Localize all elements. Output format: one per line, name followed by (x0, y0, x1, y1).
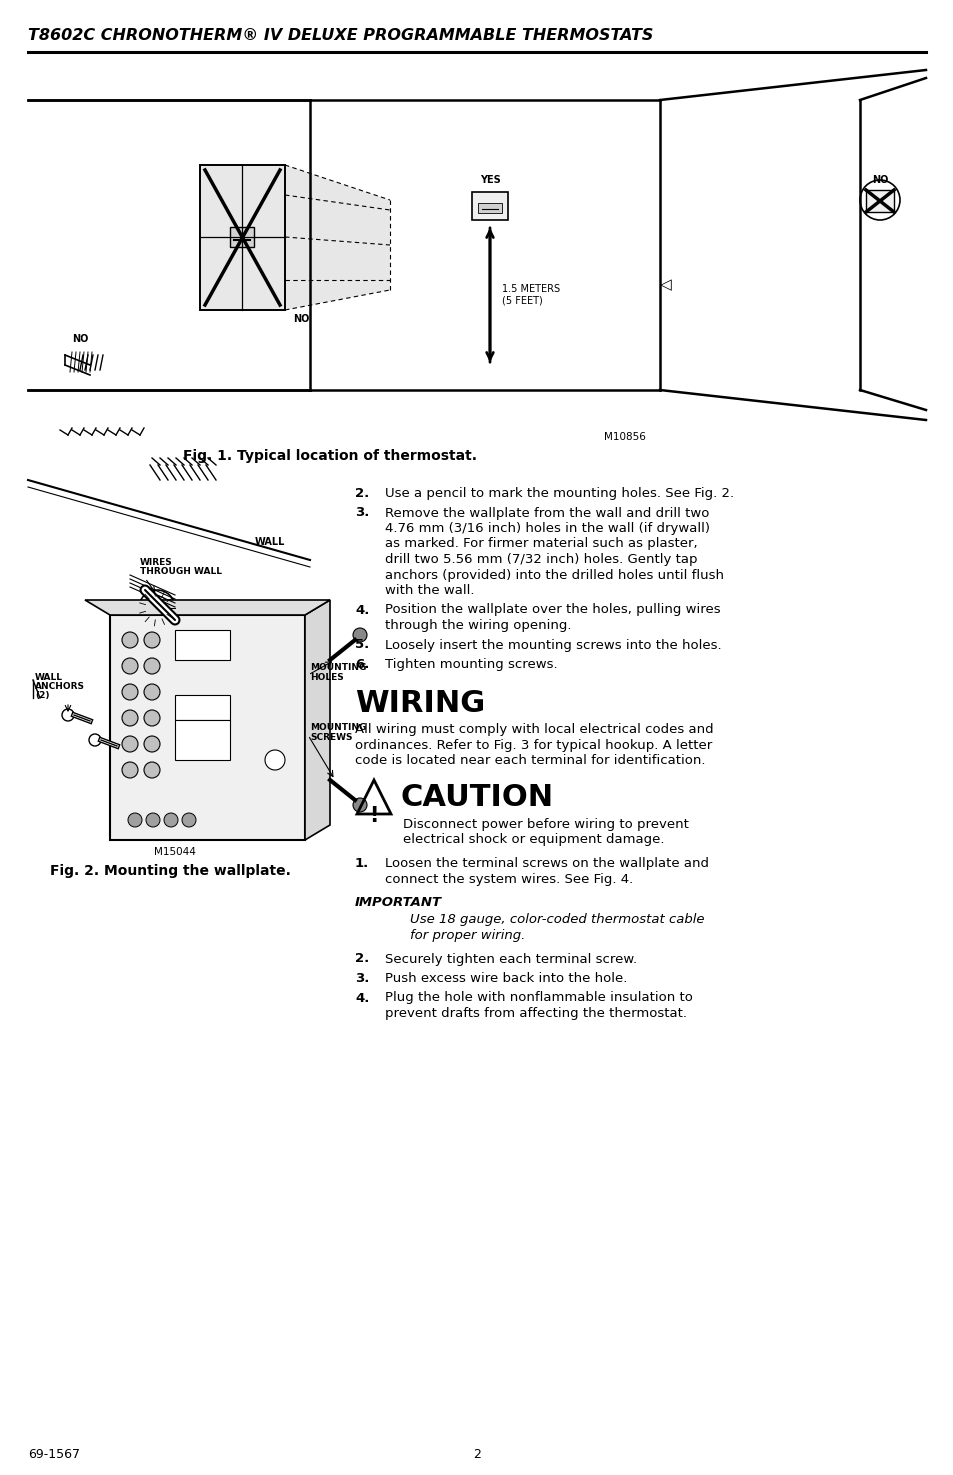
Text: SCREWS: SCREWS (310, 733, 352, 742)
Polygon shape (285, 165, 390, 310)
Bar (174, 630, 230, 659)
Circle shape (144, 658, 160, 674)
Text: 4.: 4. (355, 991, 369, 1004)
Text: NO: NO (71, 333, 88, 344)
Text: 4.: 4. (355, 603, 369, 617)
Text: Fig. 2. Mounting the wallplate.: Fig. 2. Mounting the wallplate. (50, 864, 290, 878)
Circle shape (144, 709, 160, 726)
Text: 3.: 3. (355, 972, 369, 985)
Bar (174, 720, 230, 760)
Text: with the wall.: with the wall. (385, 584, 474, 597)
Text: WALL: WALL (254, 537, 285, 547)
Circle shape (128, 813, 142, 827)
Text: WALL: WALL (35, 673, 63, 681)
Text: Loosen the terminal screws on the wallplate and: Loosen the terminal screws on the wallpl… (385, 857, 708, 870)
Text: NO: NO (293, 314, 309, 324)
Circle shape (265, 749, 285, 770)
Text: Use 18 gauge, color-coded thermostat cable: Use 18 gauge, color-coded thermostat cab… (410, 913, 703, 926)
Text: YES: YES (479, 176, 500, 184)
Text: ◁: ◁ (659, 277, 671, 292)
Text: MOUNTING: MOUNTING (310, 662, 366, 673)
Text: M15044: M15044 (153, 847, 195, 857)
Text: as marked. For firmer material such as plaster,: as marked. For firmer material such as p… (385, 537, 697, 550)
Text: 69-1567: 69-1567 (28, 1448, 80, 1462)
Text: 6.: 6. (355, 658, 369, 671)
Bar (174, 695, 230, 720)
Polygon shape (85, 600, 330, 615)
Bar (477, 204, 501, 212)
Text: prevent drafts from affecting the thermostat.: prevent drafts from affecting the thermo… (385, 1007, 686, 1021)
Text: drill two 5.56 mm (7/32 inch) holes. Gently tap: drill two 5.56 mm (7/32 inch) holes. Gen… (385, 553, 697, 566)
Text: 1.5 METERS
(5 FEET): 1.5 METERS (5 FEET) (501, 285, 559, 305)
Circle shape (122, 631, 138, 648)
Text: Securely tighten each terminal screw.: Securely tighten each terminal screw. (385, 953, 637, 966)
Circle shape (122, 709, 138, 726)
Text: 4.76 mm (3/16 inch) holes in the wall (if drywall): 4.76 mm (3/16 inch) holes in the wall (i… (385, 522, 709, 535)
Circle shape (62, 709, 74, 721)
Circle shape (122, 684, 138, 701)
Text: 2.: 2. (355, 953, 369, 966)
Bar (200, 165, 285, 310)
Text: code is located near each terminal for identification.: code is located near each terminal for i… (355, 755, 705, 767)
Polygon shape (110, 615, 305, 839)
Text: 2: 2 (473, 1448, 480, 1462)
Text: for proper wiring.: for proper wiring. (410, 929, 525, 943)
Text: HOLES: HOLES (310, 673, 343, 681)
Text: 2.: 2. (355, 487, 369, 500)
Text: Push excess wire back into the hole.: Push excess wire back into the hole. (385, 972, 627, 985)
Text: 3.: 3. (355, 506, 369, 519)
Circle shape (182, 813, 195, 827)
Circle shape (122, 658, 138, 674)
Circle shape (353, 798, 367, 813)
Text: THROUGH WALL: THROUGH WALL (140, 566, 222, 577)
Text: electrical shock or equipment damage.: electrical shock or equipment damage. (402, 833, 664, 847)
Text: Disconnect power before wiring to prevent: Disconnect power before wiring to preven… (402, 819, 688, 830)
Text: Loosely insert the mounting screws into the holes.: Loosely insert the mounting screws into … (385, 639, 720, 652)
Text: M10856: M10856 (603, 432, 645, 442)
Text: WIRES: WIRES (140, 558, 172, 566)
Text: Use a pencil to mark the mounting holes. See Fig. 2.: Use a pencil to mark the mounting holes.… (385, 487, 734, 500)
Circle shape (144, 684, 160, 701)
Text: Position the wallplate over the holes, pulling wires: Position the wallplate over the holes, p… (385, 603, 720, 617)
Text: Tighten mounting screws.: Tighten mounting screws. (385, 658, 558, 671)
Polygon shape (305, 600, 330, 839)
Text: Fig. 1. Typical location of thermostat.: Fig. 1. Typical location of thermostat. (183, 448, 476, 463)
Circle shape (146, 813, 160, 827)
Text: IMPORTANT: IMPORTANT (355, 895, 441, 909)
Bar (865, 190, 893, 212)
Circle shape (144, 763, 160, 777)
Circle shape (144, 736, 160, 752)
Text: ordinances. Refer to Fig. 3 for typical hookup. A letter: ordinances. Refer to Fig. 3 for typical … (355, 739, 712, 752)
Circle shape (164, 813, 178, 827)
Text: 5.: 5. (355, 639, 369, 652)
Text: Plug the hole with nonflammable insulation to: Plug the hole with nonflammable insulati… (385, 991, 692, 1004)
Text: ANCHORS: ANCHORS (35, 681, 85, 690)
Text: T8602C CHRONOTHERM® IV DELUXE PROGRAMMABLE THERMOSTATS: T8602C CHRONOTHERM® IV DELUXE PROGRAMMAB… (28, 28, 653, 43)
Circle shape (89, 735, 101, 746)
Circle shape (122, 736, 138, 752)
Text: CAUTION: CAUTION (400, 783, 554, 813)
Text: !: ! (369, 805, 378, 826)
Circle shape (353, 628, 367, 642)
Text: (2): (2) (35, 690, 50, 701)
Text: WIRING: WIRING (355, 689, 485, 718)
Text: Remove the wallplate from the wall and drill two: Remove the wallplate from the wall and d… (385, 506, 709, 519)
Text: All wiring must comply with local electrical codes and: All wiring must comply with local electr… (355, 724, 713, 736)
Bar (472, 192, 507, 220)
Text: MOUNTING: MOUNTING (310, 723, 366, 732)
Circle shape (122, 763, 138, 777)
Text: NO: NO (871, 176, 887, 184)
Text: anchors (provided) into the drilled holes until flush: anchors (provided) into the drilled hole… (385, 568, 723, 581)
Text: connect the system wires. See Fig. 4.: connect the system wires. See Fig. 4. (385, 873, 633, 885)
Text: 1.: 1. (355, 857, 369, 870)
Bar (230, 227, 253, 246)
Circle shape (144, 631, 160, 648)
Text: through the wiring opening.: through the wiring opening. (385, 620, 571, 631)
